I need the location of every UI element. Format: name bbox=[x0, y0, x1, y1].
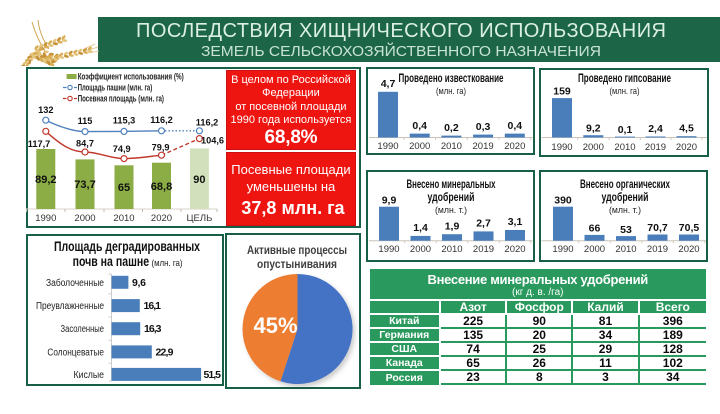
svg-text:9,9: 9,9 bbox=[382, 195, 397, 207]
svg-text:0,3: 0,3 bbox=[476, 121, 491, 133]
svg-text:90: 90 bbox=[193, 174, 205, 186]
svg-text:опустынивания: опустынивания bbox=[257, 259, 337, 271]
svg-text:2010: 2010 bbox=[441, 244, 462, 255]
svg-text:почв на пашне: почв на пашне bbox=[73, 254, 150, 269]
svg-text:22,9: 22,9 bbox=[156, 347, 174, 359]
svg-text:70,7: 70,7 bbox=[647, 222, 668, 234]
svg-text:2020: 2020 bbox=[151, 213, 172, 224]
svg-text:115,3: 115,3 bbox=[113, 116, 135, 126]
svg-text:66: 66 bbox=[589, 223, 601, 235]
svg-text:9,2: 9,2 bbox=[586, 123, 601, 135]
svg-text:удобрений: удобрений bbox=[602, 192, 649, 204]
svg-text:Активные процессы: Активные процессы bbox=[247, 245, 347, 257]
svg-text:104,6: 104,6 bbox=[201, 136, 224, 146]
svg-text:1,9: 1,9 bbox=[445, 221, 460, 233]
svg-text:2019: 2019 bbox=[473, 141, 494, 152]
svg-text:2019: 2019 bbox=[647, 244, 668, 255]
svg-text:ЦЕЛЬ: ЦЕЛЬ bbox=[186, 213, 212, 224]
svg-text:3,1: 3,1 bbox=[508, 216, 523, 228]
svg-text:Площадь пашни (млн. га): Площадь пашни (млн. га) bbox=[78, 83, 153, 93]
svg-text:1990: 1990 bbox=[378, 244, 399, 255]
svg-text:2019: 2019 bbox=[645, 142, 666, 153]
svg-text:68,8: 68,8 bbox=[151, 181, 172, 193]
svg-text:Площадь деградированных: Площадь деградированных bbox=[54, 239, 200, 254]
svg-text:1,4: 1,4 bbox=[413, 222, 428, 234]
svg-text:2010: 2010 bbox=[615, 244, 636, 255]
svg-text:116,2: 116,2 bbox=[196, 118, 218, 128]
svg-text:74,9: 74,9 bbox=[113, 144, 131, 154]
svg-text:(млн. т.): (млн. т.) bbox=[435, 205, 467, 216]
svg-text:Заболоченные: Заболоченные bbox=[46, 277, 104, 289]
svg-text:16,1: 16,1 bbox=[144, 300, 162, 312]
svg-text:2000: 2000 bbox=[410, 244, 431, 255]
svg-text:Солонцеватые: Солонцеватые bbox=[47, 348, 104, 359]
svg-text:Засоленные: Засоленные bbox=[61, 324, 105, 335]
svg-text:2000: 2000 bbox=[583, 142, 604, 153]
svg-text:117,7: 117,7 bbox=[28, 139, 50, 149]
svg-text:65: 65 bbox=[118, 182, 130, 194]
svg-text:2000: 2000 bbox=[584, 244, 605, 255]
svg-text:Внесено органических: Внесено органических bbox=[580, 179, 670, 191]
svg-text:4,7: 4,7 bbox=[381, 78, 396, 90]
svg-text:51,5: 51,5 bbox=[204, 369, 222, 381]
svg-text:0,4: 0,4 bbox=[507, 120, 522, 132]
svg-text:2020: 2020 bbox=[678, 244, 699, 255]
svg-text:2000: 2000 bbox=[409, 141, 430, 152]
svg-text:2,7: 2,7 bbox=[476, 218, 491, 230]
svg-text:2019: 2019 bbox=[473, 244, 494, 255]
svg-text:удобрений: удобрений bbox=[428, 192, 475, 204]
svg-text:132: 132 bbox=[38, 105, 53, 115]
svg-text:1990: 1990 bbox=[551, 142, 572, 153]
svg-text:0,1: 0,1 bbox=[618, 124, 633, 136]
svg-text:Внесено минеральных: Внесено минеральных bbox=[407, 179, 496, 191]
svg-text:(млн. га): (млн. га) bbox=[436, 86, 466, 97]
svg-text:2010: 2010 bbox=[614, 142, 635, 153]
svg-text:79,9: 79,9 bbox=[152, 143, 170, 153]
svg-text:70,5: 70,5 bbox=[679, 222, 700, 234]
svg-text:(млн. т.): (млн. т.) bbox=[609, 205, 641, 216]
svg-text:2020: 2020 bbox=[504, 244, 525, 255]
svg-text:2010: 2010 bbox=[441, 141, 462, 152]
svg-text:Преувлажненные: Преувлажненные bbox=[36, 301, 104, 312]
svg-text:115: 115 bbox=[78, 116, 93, 126]
svg-text:ЗЕМЕЛЬ СЕЛЬСКОХОЗЯЙСТВЕННОГО Н: ЗЕМЕЛЬ СЕЛЬСКОХОЗЯЙСТВЕННОГО НАЗНАЧЕНИЯ bbox=[201, 42, 601, 60]
svg-text:(млн. га): (млн. га) bbox=[610, 86, 640, 97]
svg-text:9,6: 9,6 bbox=[132, 277, 146, 289]
svg-text:390: 390 bbox=[554, 195, 572, 207]
svg-text:1990: 1990 bbox=[377, 141, 398, 152]
svg-text:89,2: 89,2 bbox=[35, 174, 56, 186]
svg-text:159: 159 bbox=[553, 86, 571, 98]
svg-text:Проведено известкование: Проведено известкование bbox=[399, 73, 504, 85]
svg-text:1990: 1990 bbox=[552, 244, 573, 255]
svg-text:2020: 2020 bbox=[504, 141, 525, 152]
svg-text:1990: 1990 bbox=[35, 213, 56, 224]
svg-text:Посевная площадь (млн. га): Посевная площадь (млн. га) bbox=[78, 94, 164, 104]
svg-text:53: 53 bbox=[620, 224, 632, 236]
svg-text:0,4: 0,4 bbox=[412, 120, 427, 132]
svg-text:116,2: 116,2 bbox=[150, 115, 172, 125]
svg-text:84,7: 84,7 bbox=[76, 139, 94, 149]
svg-text:2000: 2000 bbox=[74, 213, 95, 224]
svg-text:45%: 45% bbox=[253, 313, 297, 338]
svg-text:Кислые: Кислые bbox=[74, 370, 105, 381]
svg-text:2010: 2010 bbox=[113, 213, 134, 224]
svg-text:Коэффициент использования (%): Коэффициент использования (%) bbox=[78, 72, 184, 82]
svg-text:(млн. га): (млн. га) bbox=[152, 258, 183, 269]
svg-text:Проведено гипсование: Проведено гипсование bbox=[578, 73, 671, 85]
svg-text:73,7: 73,7 bbox=[74, 179, 95, 191]
svg-text:ПОСЛЕДСТВИЯ ХИЩНИЧЕСКОГО ИСПОЛ: ПОСЛЕДСТВИЯ ХИЩНИЧЕСКОГО ИСПОЛЬЗОВАНИЯ bbox=[136, 20, 666, 42]
svg-text:2020: 2020 bbox=[676, 142, 697, 153]
svg-text:0,2: 0,2 bbox=[444, 122, 459, 134]
svg-text:2,4: 2,4 bbox=[648, 123, 663, 135]
svg-text:16,3: 16,3 bbox=[144, 323, 162, 335]
svg-text:4,5: 4,5 bbox=[679, 123, 694, 135]
